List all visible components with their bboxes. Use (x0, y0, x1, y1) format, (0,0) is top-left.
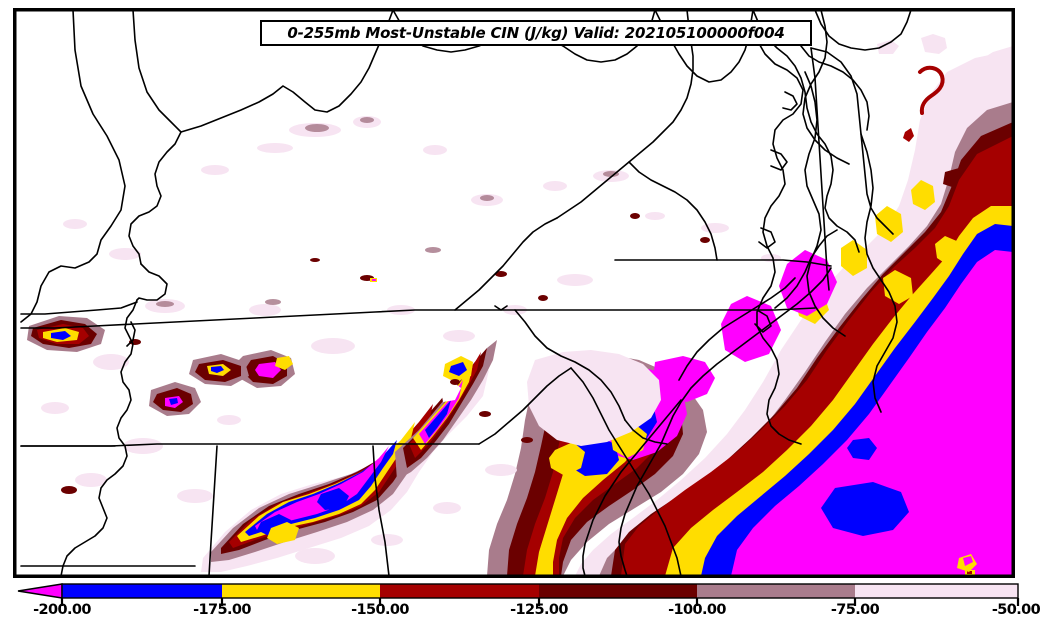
border-illinois-indiana (132, 10, 182, 133)
cin-faint-rose-scatter-group (156, 117, 619, 307)
cin-band-yellow-tongue-a (911, 180, 935, 210)
border-missouri-arkansas (20, 301, 138, 315)
cin-speck-magenta-tn-a (255, 362, 281, 378)
colorbar-tick-label-5: -75.00 (830, 602, 880, 618)
cin-core-magenta-mid-finger (721, 296, 781, 362)
cin-band-yellow-tongue-f (935, 236, 961, 266)
border-northcarolina-west-tip (624, 419, 668, 445)
cin-speck-yellow-tn-a (275, 356, 293, 370)
cin-band-red-hook-offshore (918, 65, 945, 115)
coastline-chesapeake-inlet-a (782, 91, 798, 111)
border-maryland-delaware (810, 47, 830, 291)
cin-band-yellow-tongue-b (875, 206, 903, 242)
colorbar-tick-label-6: -50.00 (991, 602, 1041, 618)
cin-speck-blue-ms-a (169, 398, 178, 405)
coastline-chesapeake-bay-west (756, 39, 804, 445)
colorbar-extend-min-arrow (17, 583, 63, 599)
coastline-chesapeake-inlet-d (754, 309, 772, 333)
coastline-southcarolina (582, 399, 682, 576)
cin-band-yellow-alaband-island (267, 522, 299, 544)
border-kentucky-virginia (454, 217, 558, 311)
coastline-northcarolina-sounds (678, 277, 796, 381)
colorbar-tick-label-0: -200.00 (33, 602, 91, 618)
colorbar-tick-label-4: -100.00 (668, 602, 726, 618)
cin-band-blue-gaext (425, 400, 451, 438)
colorbar-tick-label-1: -175.00 (193, 602, 251, 618)
colorbar: -200.00 -175.00 -150.00 -125.00 -100.00 … (0, 578, 1044, 633)
border-tennessee-notch-a (126, 321, 136, 347)
colorbar-segment-5 (855, 584, 1018, 598)
cin-band-blue-alaband-island-b (317, 488, 349, 510)
cin-band-lightpink-speck-b (877, 40, 899, 54)
coastline-northcarolina-outerbanks (660, 267, 832, 445)
colorbar-segment-4 (697, 584, 855, 598)
border-tennessee-virginia-east (774, 229, 838, 309)
coastline-delaware-bay (800, 45, 870, 131)
colorbar-segment-0 (62, 584, 222, 598)
colorbar-segment-3 (539, 584, 697, 598)
cin-band-blue-gaext-cap (449, 362, 467, 376)
cin-core-magenta-alaband (255, 446, 389, 530)
geography-layer (20, 10, 912, 576)
border-georgia-southcarolina (478, 367, 572, 445)
cin-band-blue-inset-atlantic (821, 482, 909, 536)
coastline-chesapeake-bay-east (804, 71, 846, 337)
border-tennessee-northcarolina (514, 309, 626, 421)
cin-faint-scatter-group (41, 116, 781, 564)
border-alabama-georgia (372, 445, 390, 576)
coastline-chesapeake-inlet-c (758, 227, 776, 249)
coastline-delmarva-atlantic (860, 133, 898, 413)
cin-core-magenta-atlantic (731, 250, 1013, 576)
border-virginia-westvirginia (556, 10, 694, 219)
river-mississippi (60, 299, 138, 576)
colorbar-canvas (17, 583, 1020, 606)
cin-speck-blue-ar-a (51, 331, 71, 340)
map-canvas (15, 10, 1013, 576)
border-virginia-northcarolina (614, 259, 832, 267)
coastline-chesapeake-inlet-b (770, 149, 788, 171)
border-virginia-tennessee-notch (494, 305, 508, 311)
border-kentucky-north (180, 10, 394, 133)
colorbar-segment-1 (222, 584, 380, 598)
border-mississippi-alabama (208, 445, 218, 576)
map-title-box: 0-255mb Most-Unstable CIN (J/kg) Valid: … (260, 20, 812, 46)
cin-band-yellow-inland-sc (549, 442, 585, 476)
colorbar-ticks (60, 598, 1020, 606)
colorbar-tick-label-3: -125.00 (510, 602, 568, 618)
border-delaware-east (810, 47, 894, 235)
map-panel: 0-255mb Most-Unstable CIN (J/kg) Valid: … (13, 8, 1015, 578)
cin-band-blue-inset-atlantic-b (847, 438, 877, 460)
cin-band-red-dot-offshore (903, 128, 914, 142)
cin-white-hole-gaext (441, 382, 461, 402)
cin-micro-cells-group (370, 278, 975, 576)
border-virginia-east-coast (628, 161, 718, 261)
cin-speck-blue-ms-b (211, 366, 224, 373)
cin-contour-layer (27, 34, 1013, 576)
border-ohio-river-north (20, 10, 126, 323)
cin-band-yellow-tongue-c (841, 240, 867, 276)
coastline-georgia (618, 443, 662, 576)
colorbar-tick-label-2: -150.00 (351, 602, 409, 618)
cin-core-magenta-piedmont-b (653, 356, 715, 402)
cin-band-lightpink-speck-a (921, 34, 947, 54)
border-savannah-river (570, 367, 682, 576)
colorbar-segment-2 (380, 584, 539, 598)
coastline-newjersey (802, 10, 850, 165)
cin-speck-magenta-se-corner (963, 556, 973, 566)
border-tennessee-kentucky (20, 307, 816, 329)
river-ohio (128, 131, 182, 265)
river-mississippi-upper (136, 263, 168, 301)
border-potomac-dc (752, 10, 860, 253)
map-title-text: 0-255mb Most-Unstable CIN (J/kg) Valid: … (287, 24, 785, 42)
